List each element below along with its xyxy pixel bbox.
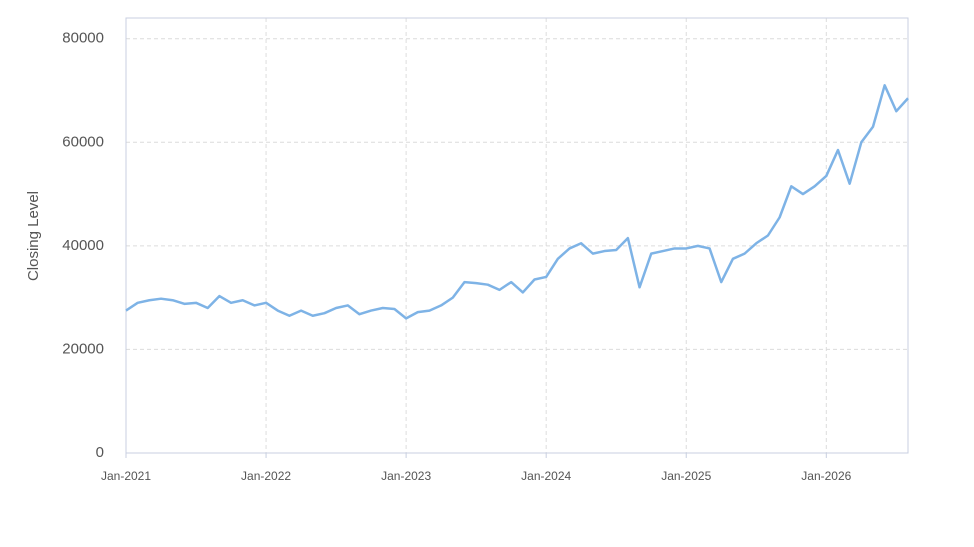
x-tick-label: Jan-2026 (801, 469, 851, 483)
y-tick-label: 60000 (62, 133, 104, 150)
y-tick-label: 0 (96, 444, 104, 461)
x-tick-label: Jan-2021 (101, 469, 151, 483)
line-series (125, 84, 909, 320)
plot-frame (125, 17, 909, 454)
x-tick-label: Jan-2025 (661, 469, 711, 483)
x-tick-label: Jan-2023 (381, 469, 431, 483)
x-tick-label: Jan-2022 (241, 469, 291, 483)
y-tick-label: 20000 (62, 340, 104, 357)
y-tick-label: 40000 (62, 237, 104, 254)
y-tick-label: 80000 (62, 30, 104, 47)
y-axis-label: Closing Level (25, 191, 42, 281)
x-tick-label: Jan-2024 (521, 469, 571, 483)
